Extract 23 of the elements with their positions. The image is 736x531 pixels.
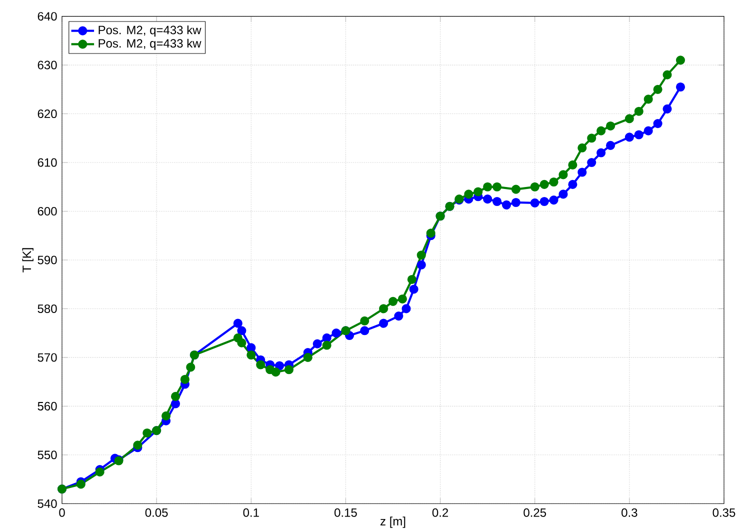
x-tick-label: 0.1 — [243, 508, 259, 517]
y-tick-label: 570 — [38, 353, 57, 362]
y-tick-label: 620 — [38, 110, 57, 118]
y-tick-label: 590 — [38, 256, 57, 264]
y-tick-label: 560 — [38, 402, 57, 410]
legend-label: Pos. M2, q=433 kw — [98, 25, 202, 37]
y-tick-label: 600 — [38, 207, 57, 216]
x-tick-label: 0 — [59, 508, 65, 517]
y-tick-label: 540 — [38, 499, 57, 508]
x-tick-label: 0.25 — [524, 508, 546, 517]
y-tick-label: 630 — [38, 60, 57, 70]
x-axis-title: z [m] — [380, 516, 406, 528]
y-axis-title: T [K] — [22, 248, 34, 272]
y-tick-label: 610 — [38, 158, 57, 167]
x-tick-label: 0.3 — [622, 508, 638, 517]
x-tick-label: 0.05 — [145, 508, 168, 517]
legend-label: Pos. M2, q=433 kw — [98, 38, 202, 50]
x-tick-label: 0.35 — [712, 508, 736, 517]
x-tick-label: 0.2 — [432, 508, 448, 517]
y-tick-label: 580 — [38, 304, 57, 313]
y-tick-label: 640 — [38, 12, 57, 21]
y-tick-label: 550 — [38, 450, 57, 460]
x-tick-label: 0.15 — [334, 508, 357, 517]
